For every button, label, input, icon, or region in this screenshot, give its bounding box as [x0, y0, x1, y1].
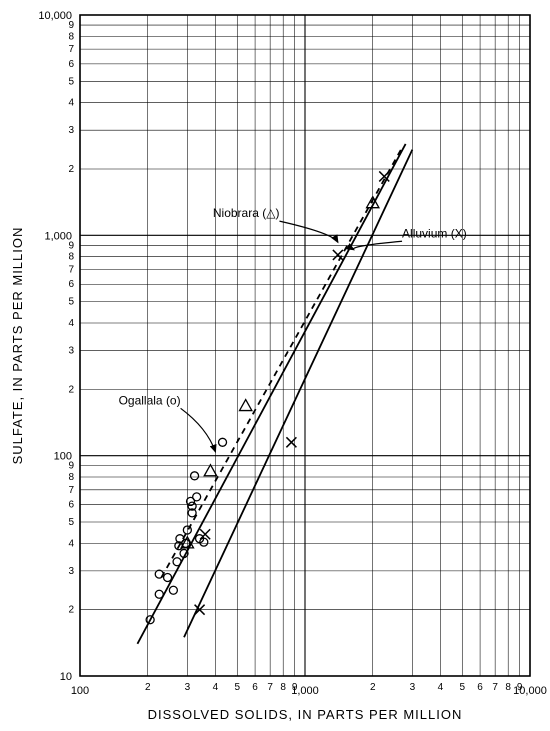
svg-text:8: 8	[505, 682, 511, 693]
svg-text:10: 10	[60, 671, 72, 683]
svg-text:2: 2	[145, 682, 151, 693]
svg-text:4: 4	[213, 682, 219, 693]
svg-text:5: 5	[234, 682, 240, 693]
svg-text:7: 7	[68, 264, 74, 275]
svg-text:4: 4	[438, 682, 444, 693]
svg-text:1,000: 1,000	[44, 230, 72, 242]
series-niobrara	[161, 148, 402, 578]
svg-text:3: 3	[68, 125, 74, 136]
svg-text:8: 8	[68, 472, 74, 483]
svg-text:10,000: 10,000	[38, 10, 72, 22]
svg-text:8: 8	[68, 31, 74, 42]
svg-text:6: 6	[68, 500, 74, 511]
svg-text:4: 4	[68, 538, 74, 549]
y-axis-label: SULFATE, IN PARTS PER MILLION	[10, 227, 25, 465]
svg-text:100: 100	[54, 451, 72, 463]
svg-text:8: 8	[280, 682, 286, 693]
sulfate-vs-dissolved-solids-chart: 100234567891,0002345678910,0001023456789…	[0, 0, 550, 731]
svg-text:5: 5	[459, 682, 465, 693]
grid	[80, 15, 530, 676]
annotations: Ogallala (o) Niobrara (△) Alluvium (X)	[119, 206, 467, 452]
svg-text:6: 6	[252, 682, 258, 693]
svg-text:5: 5	[68, 76, 74, 87]
svg-text:Niobrara (△): Niobrara (△)	[213, 206, 280, 220]
svg-text:7: 7	[68, 485, 74, 496]
svg-text:5: 5	[68, 517, 74, 528]
x-axis-label: DISSOLVED SOLIDS, IN PARTS PER MILLION	[148, 707, 463, 722]
svg-text:7: 7	[68, 44, 74, 55]
svg-text:3: 3	[185, 682, 191, 693]
svg-text:2: 2	[370, 682, 376, 693]
svg-text:3: 3	[68, 346, 74, 357]
svg-text:6: 6	[68, 59, 74, 70]
svg-text:8: 8	[68, 252, 74, 263]
svg-text:5: 5	[68, 297, 74, 308]
series-alluvium	[184, 150, 412, 638]
svg-text:4: 4	[68, 98, 74, 109]
svg-text:10,000: 10,000	[513, 685, 547, 697]
svg-text:100: 100	[71, 685, 89, 697]
svg-text:Alluvium (X): Alluvium (X)	[402, 226, 467, 240]
svg-text:2: 2	[68, 164, 74, 175]
svg-text:2: 2	[68, 605, 74, 616]
svg-text:3: 3	[410, 682, 416, 693]
svg-text:Ogallala (o): Ogallala (o)	[119, 393, 181, 407]
svg-text:2: 2	[68, 384, 74, 395]
svg-text:1,000: 1,000	[291, 685, 319, 697]
svg-text:3: 3	[68, 566, 74, 577]
svg-text:6: 6	[477, 682, 483, 693]
svg-text:7: 7	[267, 682, 273, 693]
svg-text:7: 7	[492, 682, 498, 693]
svg-text:4: 4	[68, 318, 74, 329]
svg-text:6: 6	[68, 279, 74, 290]
